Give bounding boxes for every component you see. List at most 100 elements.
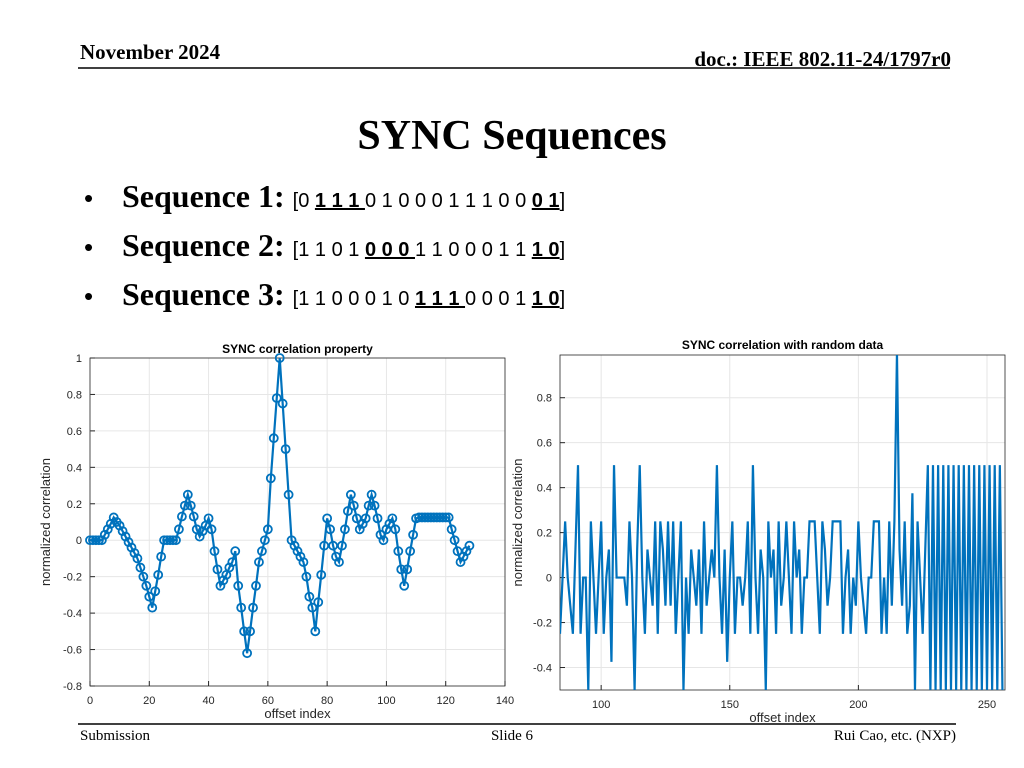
sequence-text: 0 0 0 1 [465, 288, 532, 310]
x-tick-label: 20 [143, 695, 155, 707]
data-marker [265, 473, 276, 484]
data-marker [239, 626, 250, 637]
y-tick-label: 0.4 [67, 462, 82, 474]
data-marker [360, 513, 371, 524]
data-marker [233, 580, 244, 591]
sequence-text: ] [559, 190, 566, 212]
y-tick-label: 0.2 [537, 528, 552, 540]
x-tick-label: 80 [321, 695, 333, 707]
data-marker [212, 564, 223, 575]
data-marker [393, 546, 404, 557]
data-marker [369, 500, 380, 511]
data-marker [251, 580, 261, 591]
bullet-dot: • [84, 232, 94, 262]
data-marker [298, 557, 309, 567]
y-axis-label: normalized correlation [38, 458, 53, 586]
chart-title: SYNC correlation with random data [682, 338, 884, 352]
data-marker [185, 500, 196, 511]
data-marker [156, 551, 167, 562]
bullet-item: • Sequence 3: [1 1 0 0 0 1 0 1 1 1 0 0 0 1… [84, 276, 565, 325]
data-marker [390, 524, 401, 535]
sequence-text: [1 1 0 1 [292, 239, 365, 261]
data-marker [440, 512, 451, 523]
y-tick-label: -0.2 [63, 572, 82, 584]
data-marker [325, 524, 336, 535]
y-tick-label: -0.2 [533, 618, 552, 630]
x-tick-label: 100 [592, 699, 610, 711]
axes-frame [559, 354, 1006, 691]
x-tick-label: 150 [721, 699, 739, 711]
y-tick-label: 0.6 [67, 426, 82, 438]
data-marker [283, 489, 294, 500]
x-tick-label: 0 [87, 695, 93, 707]
chart: -0.4 -0.2 0 0.2 0.4 0.6 0.8 100 150 200 250 SYNC co… [510, 338, 1006, 725]
x-tick-label: 140 [496, 695, 514, 707]
data-marker [387, 513, 398, 524]
data-marker [310, 626, 321, 637]
data-marker [176, 511, 187, 522]
data-marker [188, 511, 199, 522]
y-tick-label: -0.6 [63, 645, 82, 657]
y-tick-label: 0.4 [537, 483, 552, 495]
data-marker [209, 546, 220, 557]
data-marker [182, 489, 193, 500]
footer-center: Slide 6 [490, 728, 534, 744]
y-tick-label: -0.4 [533, 663, 552, 675]
data-marker [150, 586, 161, 597]
data-marker [337, 540, 347, 551]
data-marker [340, 524, 350, 535]
data-marker [174, 524, 184, 535]
data-marker [322, 513, 333, 524]
data-marker [399, 580, 410, 591]
data-marker [254, 557, 264, 567]
chart-title: SYNC correlation property [222, 342, 373, 356]
sequence-text: [0 [292, 190, 315, 212]
x-tick-label: 100 [377, 695, 395, 707]
sequence: [1 1 0 0 0 1 0 1 1 1 0 0 0 1 1 0] [293, 288, 565, 311]
data-marker [91, 535, 101, 546]
data-marker [259, 535, 270, 546]
data-marker [168, 535, 178, 546]
bullet-label: Sequence 1: [122, 178, 285, 214]
data-marker [153, 569, 164, 580]
data-marker [378, 535, 389, 546]
bullet-list: • Sequence 1: [0 1 1 1 0 1 0 0 0 1 1 1 0 0… [84, 178, 565, 325]
data-marker [132, 553, 143, 564]
data-marker [405, 546, 416, 557]
x-tick-label: 250 [978, 699, 996, 711]
sequence-highlight: 1 1 1 [314, 190, 365, 212]
data-marker [245, 626, 255, 637]
data-marker [227, 557, 238, 567]
sequence-highlight: 0 0 0 [364, 239, 415, 261]
bullet-label: Sequence 2: [122, 227, 285, 263]
sequence-text: ] [559, 288, 566, 310]
y-tick-label: -0.8 [63, 681, 82, 693]
y-tick-label: 0.6 [537, 438, 552, 450]
x-tick-label: 40 [202, 695, 214, 707]
axes-frame [89, 357, 506, 687]
data-line [560, 355, 1004, 690]
data-marker [147, 602, 158, 613]
sequence-text: ] [559, 239, 566, 261]
data-marker [443, 512, 454, 523]
y-tick-label: 0.8 [537, 393, 552, 405]
data-marker [437, 512, 448, 523]
data-marker [141, 580, 152, 591]
data-marker [342, 506, 353, 516]
data-marker [93, 535, 104, 546]
data-marker [316, 569, 327, 580]
data-marker [171, 535, 181, 546]
data-marker [271, 393, 282, 403]
sequence-highlight: 1 0 [531, 239, 560, 261]
data-marker [304, 591, 315, 602]
data-marker [449, 535, 460, 546]
sequence: [1 1 0 1 0 0 0 1 1 0 0 0 1 1 1 0] [293, 239, 565, 262]
data-marker [280, 444, 291, 455]
footer-right: Rui Cao, etc. (NXP) [833, 728, 956, 744]
x-tick-label: 120 [437, 695, 455, 707]
data-marker [135, 562, 146, 573]
data-marker [402, 564, 413, 575]
bullet-item: • Sequence 1: [0 1 1 1 0 1 0 0 0 1 1 1 0 0… [84, 178, 565, 227]
bullet-item: • Sequence 2: [1 1 0 1 0 0 0 1 1 0 0 0 1 1… [84, 227, 565, 276]
